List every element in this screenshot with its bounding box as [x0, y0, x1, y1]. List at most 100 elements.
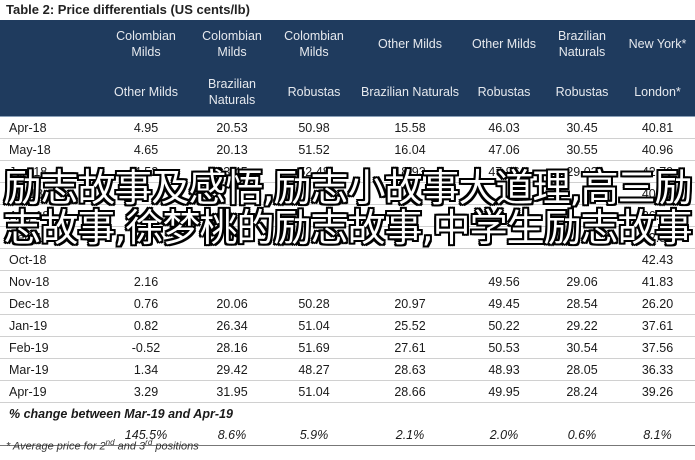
table-cell: Mar-19 [0, 358, 100, 381]
table-cell [272, 270, 356, 293]
table-cell: 52.48 [272, 160, 356, 183]
table-row: May-18 4.65 20.13 51.52 16.04 47.06 30.55 40.96 [0, 138, 695, 161]
table-cell [100, 248, 192, 271]
table-cell: 2.0% [464, 424, 544, 446]
table-cell: 0.76 [100, 292, 192, 315]
header-cell [0, 20, 100, 68]
table-cell: 30.45 [544, 116, 620, 139]
header-cell: Other Milds [356, 20, 464, 68]
table-row: Mar-19 1.34 29.42 48.27 28.63 48.93 28.05 36.33 [0, 358, 695, 381]
table-cell: 50.28 [272, 292, 356, 315]
table-cell: 50.22 [464, 314, 544, 337]
header-cell: Other Milds [100, 68, 192, 117]
table-cell: Jun-18 [0, 160, 100, 183]
table-cell: 29.42 [192, 358, 272, 381]
table-cell: 20.97 [356, 292, 464, 315]
header-cell: Robustas [464, 68, 544, 117]
table-row: Oct-18 42.43 [0, 248, 695, 271]
footnote-sup: nd [105, 438, 115, 447]
table-cell: 2.1% [356, 424, 464, 446]
table-cell [356, 182, 464, 205]
table-cell [100, 204, 192, 227]
table-cell [544, 248, 620, 271]
table-cell [272, 226, 356, 249]
table-cell: 28.54 [544, 292, 620, 315]
table-row: Aug-18 36.18 [0, 204, 695, 227]
table-cell: 28.66 [356, 380, 464, 403]
table-cell: 39.26 [620, 380, 695, 403]
table-cell [192, 204, 272, 227]
table-cell: 46.03 [464, 116, 544, 139]
table-cell [544, 226, 620, 249]
table-cell: 40.56 [620, 182, 695, 205]
header-cell: Robustas [272, 68, 356, 117]
header-cell [0, 68, 100, 117]
footnote-text: positions [152, 440, 199, 453]
table-cell: 29.03 [544, 160, 620, 183]
table-cell: 29.22 [544, 314, 620, 337]
table-cell: 51.52 [272, 138, 356, 161]
table-cell [192, 226, 272, 249]
table-cell [0, 424, 100, 446]
table-cell: Jan-19 [0, 314, 100, 337]
change-label: % change between Mar-19 and Apr-19 [9, 406, 233, 421]
header-cell: London* [620, 68, 695, 117]
table-cell: May-18 [0, 138, 100, 161]
table-cell [464, 204, 544, 227]
table-cell: Dec-18 [0, 292, 100, 315]
table-cell: 31.95 [192, 380, 272, 403]
table-cell: 36.18 [620, 204, 695, 227]
table-cell: -0.52 [100, 336, 192, 359]
table-cell: 145.5% [100, 424, 192, 446]
table-cell: 49.95 [464, 380, 544, 403]
table-cell: 18.93 [356, 160, 464, 183]
table-cell [544, 182, 620, 205]
table-cell [544, 204, 620, 227]
table-cell: Apr-18 [0, 116, 100, 139]
table-cell [192, 182, 272, 205]
table-cell: 8.6% [192, 424, 272, 446]
table-cell: 48.27 [272, 358, 356, 381]
change-row: 145.5% 8.6% 5.9% 2.1% 2.0% 0.6% 8.1% [0, 424, 695, 446]
table-title: Table 2: Price differentials (US cents/l… [6, 2, 250, 17]
table-row: Nov-18 2.16 49.56 29.06 41.83 [0, 270, 695, 293]
table-cell: 20.13 [192, 138, 272, 161]
table-cell: 50.98 [272, 116, 356, 139]
table-cell: 2.16 [100, 270, 192, 293]
footnote: * Average price for 2nd and 3rd position… [6, 438, 199, 453]
table-cell: 37.61 [620, 314, 695, 337]
table-cell: 28.16 [192, 336, 272, 359]
table-cell: 29.06 [544, 270, 620, 293]
price-table: Colombian Milds Colombian Milds Colombian … [0, 20, 695, 446]
header-cell: Colombian Milds [192, 20, 272, 68]
table-cell: 25.52 [356, 314, 464, 337]
header-cell: New York* [620, 20, 695, 68]
table-cell [464, 248, 544, 271]
table-cell: 28.63 [356, 358, 464, 381]
table-cell [464, 182, 544, 205]
header-cell: Brazilian Naturals [192, 68, 272, 117]
table-cell: 50.53 [464, 336, 544, 359]
table-cell [272, 204, 356, 227]
table-cell: 47.96 [464, 160, 544, 183]
table-cell: 37.56 [620, 336, 695, 359]
table-row: Apr-19 3.29 31.95 51.04 28.66 49.95 28.24 39.26 [0, 380, 695, 403]
table-cell: 28.05 [544, 358, 620, 381]
table-cell: 42.43 [620, 248, 695, 271]
header-cell: Colombian Milds [272, 20, 356, 68]
table-row: Jul-18 40.56 [0, 182, 695, 205]
table-cell [356, 248, 464, 271]
header-cell: Brazilian Naturals [544, 20, 620, 68]
table-cell: 4.95 [100, 116, 192, 139]
table-cell: 41.83 [620, 270, 695, 293]
table-cell [192, 248, 272, 271]
table-cell [192, 270, 272, 293]
table-cell: 20.53 [192, 116, 272, 139]
header-cell: Robustas [544, 68, 620, 117]
table-cell: Jul-18 [0, 182, 100, 205]
table-cell [356, 204, 464, 227]
footnote-text: * Average price for 2 [6, 440, 106, 453]
overlay-text: 励志故事及感悟,励志小故事大道理,高三励志故事,徐梦桃的励志故事,中学生励志故事 [3, 166, 692, 250]
table-row: Sep-18 42.86 [0, 226, 695, 249]
table-cell [100, 226, 192, 249]
